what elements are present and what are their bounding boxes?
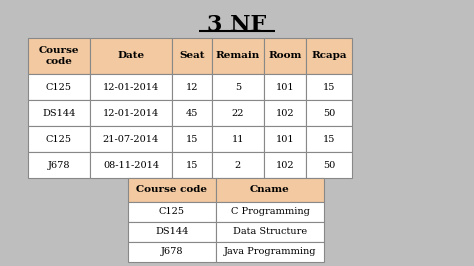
Bar bbox=[212, 38, 264, 74]
Bar bbox=[128, 202, 216, 222]
Text: J678: J678 bbox=[48, 160, 70, 169]
Bar bbox=[264, 74, 306, 100]
Bar bbox=[172, 126, 212, 152]
Bar bbox=[216, 222, 324, 242]
Bar bbox=[128, 242, 216, 262]
Text: Course code: Course code bbox=[137, 185, 208, 194]
Bar bbox=[90, 152, 172, 178]
Text: 12: 12 bbox=[186, 82, 198, 92]
Bar bbox=[306, 38, 352, 74]
Bar bbox=[212, 74, 264, 100]
Bar bbox=[90, 38, 172, 74]
Bar bbox=[172, 152, 212, 178]
Bar bbox=[216, 242, 324, 262]
Bar bbox=[212, 152, 264, 178]
Text: 3 NF: 3 NF bbox=[207, 14, 266, 36]
Text: 101: 101 bbox=[276, 82, 294, 92]
Text: Cname: Cname bbox=[250, 185, 290, 194]
Bar bbox=[28, 74, 90, 100]
Text: C125: C125 bbox=[46, 135, 72, 143]
Text: 12-01-2014: 12-01-2014 bbox=[103, 82, 159, 92]
Bar bbox=[28, 152, 90, 178]
Bar bbox=[28, 126, 90, 152]
Text: Rcapa: Rcapa bbox=[311, 52, 347, 60]
Text: Room: Room bbox=[268, 52, 301, 60]
Text: DS144: DS144 bbox=[42, 109, 76, 118]
Text: 102: 102 bbox=[276, 109, 294, 118]
Text: 11: 11 bbox=[232, 135, 244, 143]
Bar bbox=[306, 126, 352, 152]
Text: Seat: Seat bbox=[179, 52, 205, 60]
Text: 45: 45 bbox=[186, 109, 198, 118]
Text: 22: 22 bbox=[232, 109, 244, 118]
Bar bbox=[128, 178, 216, 202]
Bar bbox=[264, 38, 306, 74]
Text: Date: Date bbox=[118, 52, 145, 60]
Text: Java Programming: Java Programming bbox=[224, 247, 316, 256]
Text: 5: 5 bbox=[235, 82, 241, 92]
Bar bbox=[212, 126, 264, 152]
Bar bbox=[90, 74, 172, 100]
Text: Data Structure: Data Structure bbox=[233, 227, 307, 236]
Text: 15: 15 bbox=[323, 82, 335, 92]
Bar bbox=[28, 100, 90, 126]
Text: 2: 2 bbox=[235, 160, 241, 169]
Text: 08-11-2014: 08-11-2014 bbox=[103, 160, 159, 169]
Bar bbox=[216, 202, 324, 222]
Text: C Programming: C Programming bbox=[230, 207, 310, 217]
Text: 50: 50 bbox=[323, 160, 335, 169]
Bar bbox=[128, 222, 216, 242]
Bar bbox=[306, 100, 352, 126]
Bar bbox=[212, 100, 264, 126]
Text: 15: 15 bbox=[186, 160, 198, 169]
Bar bbox=[306, 152, 352, 178]
Bar bbox=[172, 38, 212, 74]
Text: 50: 50 bbox=[323, 109, 335, 118]
Text: Remain: Remain bbox=[216, 52, 260, 60]
Text: C125: C125 bbox=[159, 207, 185, 217]
Bar bbox=[90, 126, 172, 152]
Bar bbox=[90, 100, 172, 126]
Bar bbox=[264, 152, 306, 178]
Text: DS144: DS144 bbox=[155, 227, 189, 236]
Text: 21-07-2014: 21-07-2014 bbox=[103, 135, 159, 143]
Bar bbox=[264, 100, 306, 126]
Bar bbox=[172, 74, 212, 100]
Text: 12-01-2014: 12-01-2014 bbox=[103, 109, 159, 118]
Text: J678: J678 bbox=[161, 247, 183, 256]
Bar bbox=[172, 100, 212, 126]
Text: C125: C125 bbox=[46, 82, 72, 92]
Bar bbox=[306, 74, 352, 100]
Text: 15: 15 bbox=[186, 135, 198, 143]
Bar bbox=[264, 126, 306, 152]
Text: Course
code: Course code bbox=[39, 46, 79, 66]
Bar bbox=[216, 178, 324, 202]
Text: 101: 101 bbox=[276, 135, 294, 143]
Text: 15: 15 bbox=[323, 135, 335, 143]
Text: 102: 102 bbox=[276, 160, 294, 169]
Bar bbox=[28, 38, 90, 74]
